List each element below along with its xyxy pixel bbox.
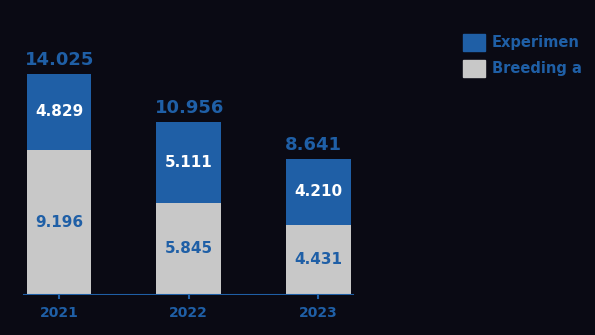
- Bar: [156, 122, 221, 203]
- Bar: [27, 150, 92, 295]
- Bar: [286, 225, 350, 295]
- Text: 4.210: 4.210: [294, 184, 342, 199]
- Bar: [156, 203, 221, 295]
- Text: 2022: 2022: [169, 306, 208, 320]
- Text: 4.431: 4.431: [294, 252, 342, 267]
- Text: 5.845: 5.845: [164, 241, 212, 256]
- Text: 2023: 2023: [299, 306, 337, 320]
- Bar: [286, 158, 350, 225]
- Text: 9.196: 9.196: [35, 215, 83, 230]
- Text: 8.641: 8.641: [284, 136, 342, 154]
- Text: 5.111: 5.111: [165, 155, 212, 170]
- Text: 2021: 2021: [39, 306, 79, 320]
- Text: 14.025: 14.025: [25, 51, 95, 69]
- Legend: Experimen, Breeding a: Experimen, Breeding a: [463, 34, 582, 76]
- Bar: [27, 74, 92, 150]
- Text: 10.956: 10.956: [155, 99, 224, 117]
- Text: 4.829: 4.829: [35, 104, 83, 119]
